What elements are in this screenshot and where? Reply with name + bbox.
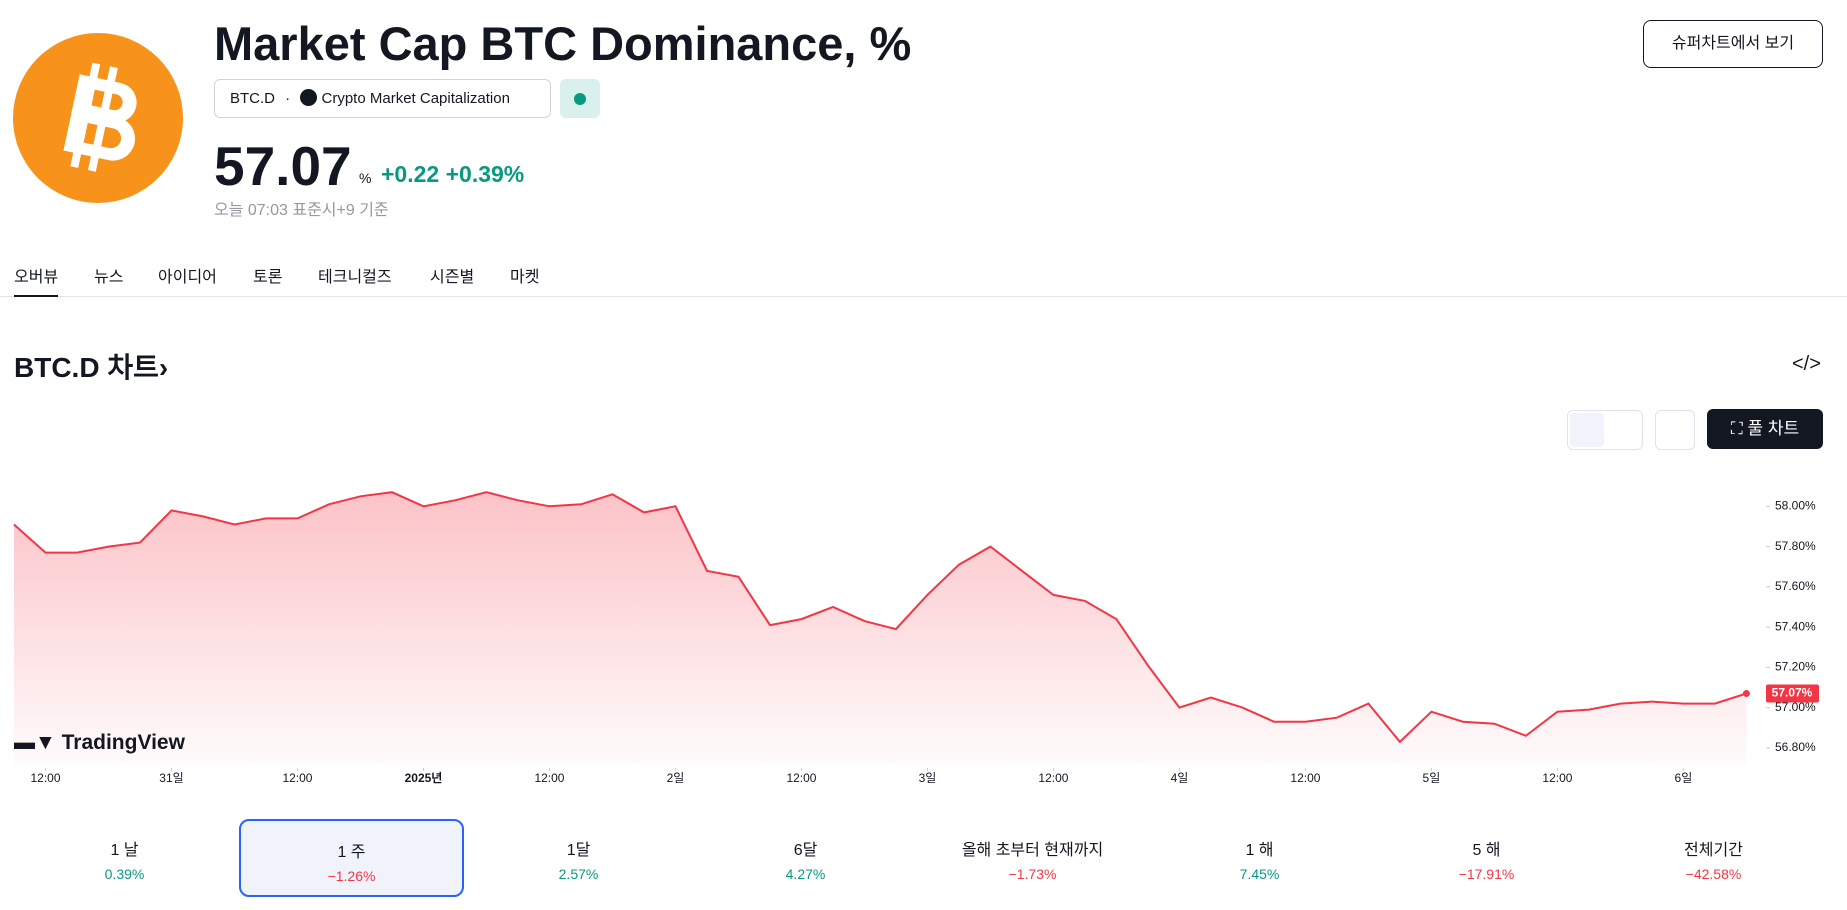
tab[interactable]: 마켓 — [510, 269, 540, 286]
snapshot-button[interactable] — [1655, 410, 1695, 450]
exchange-icon — [300, 89, 318, 106]
y-tick-label: 58.00% — [1775, 499, 1816, 513]
period[interactable]: 1달 2.57% — [466, 819, 691, 897]
period-change: 7.45% — [1239, 866, 1280, 882]
section-title-text: BTC.D 차트 — [14, 352, 159, 383]
period[interactable]: 1 날 0.39% — [12, 819, 237, 897]
line — [13, 491, 1747, 744]
separator: · — [285, 90, 291, 107]
x-tick-label: 2025년 — [405, 771, 443, 785]
change-pct: +0.39% — [445, 161, 525, 187]
change: +0.22 +0.39% — [381, 161, 524, 188]
period[interactable]: 6달 4.27% — [693, 819, 918, 897]
x-tick-label: 12:00 — [282, 771, 312, 785]
period-change: −1.26% — [327, 868, 376, 884]
price: 57.07 — [214, 135, 352, 197]
tab[interactable]: 아이디어 — [158, 269, 217, 286]
x-tick-label: 12:00 — [1290, 771, 1320, 785]
period-change: 2.57% — [558, 866, 599, 882]
period-label: 1달 — [566, 842, 591, 859]
y-tick-label: 57.60% — [1775, 579, 1816, 593]
embed-icon[interactable]: </> — [1792, 353, 1821, 375]
chart-style-group — [1567, 410, 1643, 450]
period-label: 1 날 — [110, 842, 139, 859]
tab[interactable]: 테크니컬즈 — [318, 269, 392, 286]
x-tick-label: 12:00 — [786, 771, 816, 785]
price-unit: % — [359, 170, 372, 186]
x-tick-label: 2일 — [667, 771, 685, 785]
period-label: 6달 — [793, 842, 818, 859]
period-label: 1 해 — [1245, 842, 1274, 859]
x-tick-label: 12:00 — [30, 771, 60, 785]
full-chart-text: 풀 차트 — [1747, 419, 1800, 438]
period[interactable]: 5 해 −17.91% — [1374, 819, 1599, 897]
period[interactable]: 올해 초부터 현재까지 −1.73% — [920, 819, 1145, 897]
x-tick-label: 12:00 — [1038, 771, 1068, 785]
period-label: 전체기간 — [1684, 842, 1743, 859]
exchange: Crypto Market Capitalization — [321, 90, 510, 107]
symbol-tag[interactable]: BTC.D · Crypto Market Capitalization — [214, 79, 551, 118]
btc-logo — [13, 33, 183, 203]
period[interactable]: 1 주 −1.26% — [239, 819, 464, 897]
y-tick-label: 57.80% — [1775, 539, 1816, 553]
last-point — [1742, 690, 1750, 698]
full-chart-button[interactable]: ⛶ 풀 차트 — [1707, 409, 1823, 449]
x-tick-label: 12:00 — [534, 771, 564, 785]
period-change: −1.73% — [1008, 866, 1057, 882]
symbol: BTC.D — [230, 90, 275, 107]
period[interactable]: 전체기간 −42.58% — [1601, 819, 1826, 897]
period-label: 5 해 — [1472, 842, 1501, 859]
x-tick-label: 12:00 — [1542, 771, 1572, 785]
watermark: ▬▼ TradingView — [14, 731, 185, 754]
tab[interactable]: 뉴스 — [94, 269, 124, 286]
period-change: −42.58% — [1685, 866, 1742, 882]
period-change: 0.39% — [104, 866, 145, 882]
x-tick-label: 6일 — [1675, 771, 1693, 785]
x-tick-label: 4일 — [1171, 771, 1189, 785]
x-tick-label: 5일 — [1423, 771, 1441, 785]
tab[interactable]: 오버뷰 — [14, 263, 59, 297]
title: Market Cap BTC Dominance, % — [214, 17, 912, 70]
period-label: 1 주 — [337, 844, 366, 861]
area — [14, 492, 1747, 764]
supercharts-button[interactable]: 슈퍼차트에서 보기 — [1643, 20, 1823, 68]
y-tick-label: 56.80% — [1775, 740, 1816, 754]
x-tick-label: 3일 — [919, 771, 937, 785]
y-tick-label: 57.00% — [1775, 700, 1816, 714]
period-change: 4.27% — [785, 866, 826, 882]
tabs: 오버뷰 뉴스 아이디어 토론 테크니컬즈 시즌별 마켓 — [0, 260, 1847, 297]
y-tick-label: 57.40% — [1775, 619, 1816, 633]
timestamp: 오늘 07:03 표준시+9 기준 — [214, 202, 389, 219]
period-change: −17.91% — [1458, 866, 1515, 882]
period-label: 올해 초부터 현재까지 — [961, 842, 1104, 859]
watermark-text: TradingView — [61, 731, 185, 754]
line-style-button[interactable] — [1570, 413, 1604, 447]
period[interactable]: 1 해 7.45% — [1147, 819, 1372, 897]
section-title[interactable]: BTC.D 차트› — [14, 352, 169, 383]
tab[interactable]: 토론 — [253, 269, 283, 286]
last-label-box — [1766, 684, 1819, 703]
y-tick-label: 57.20% — [1775, 660, 1816, 674]
last-label: 57.07% — [1772, 686, 1813, 700]
x-tick-label: 31일 — [159, 771, 183, 785]
change-abs: +0.22 — [381, 161, 440, 187]
status[interactable] — [560, 79, 600, 118]
tab[interactable]: 시즌별 — [430, 269, 475, 286]
